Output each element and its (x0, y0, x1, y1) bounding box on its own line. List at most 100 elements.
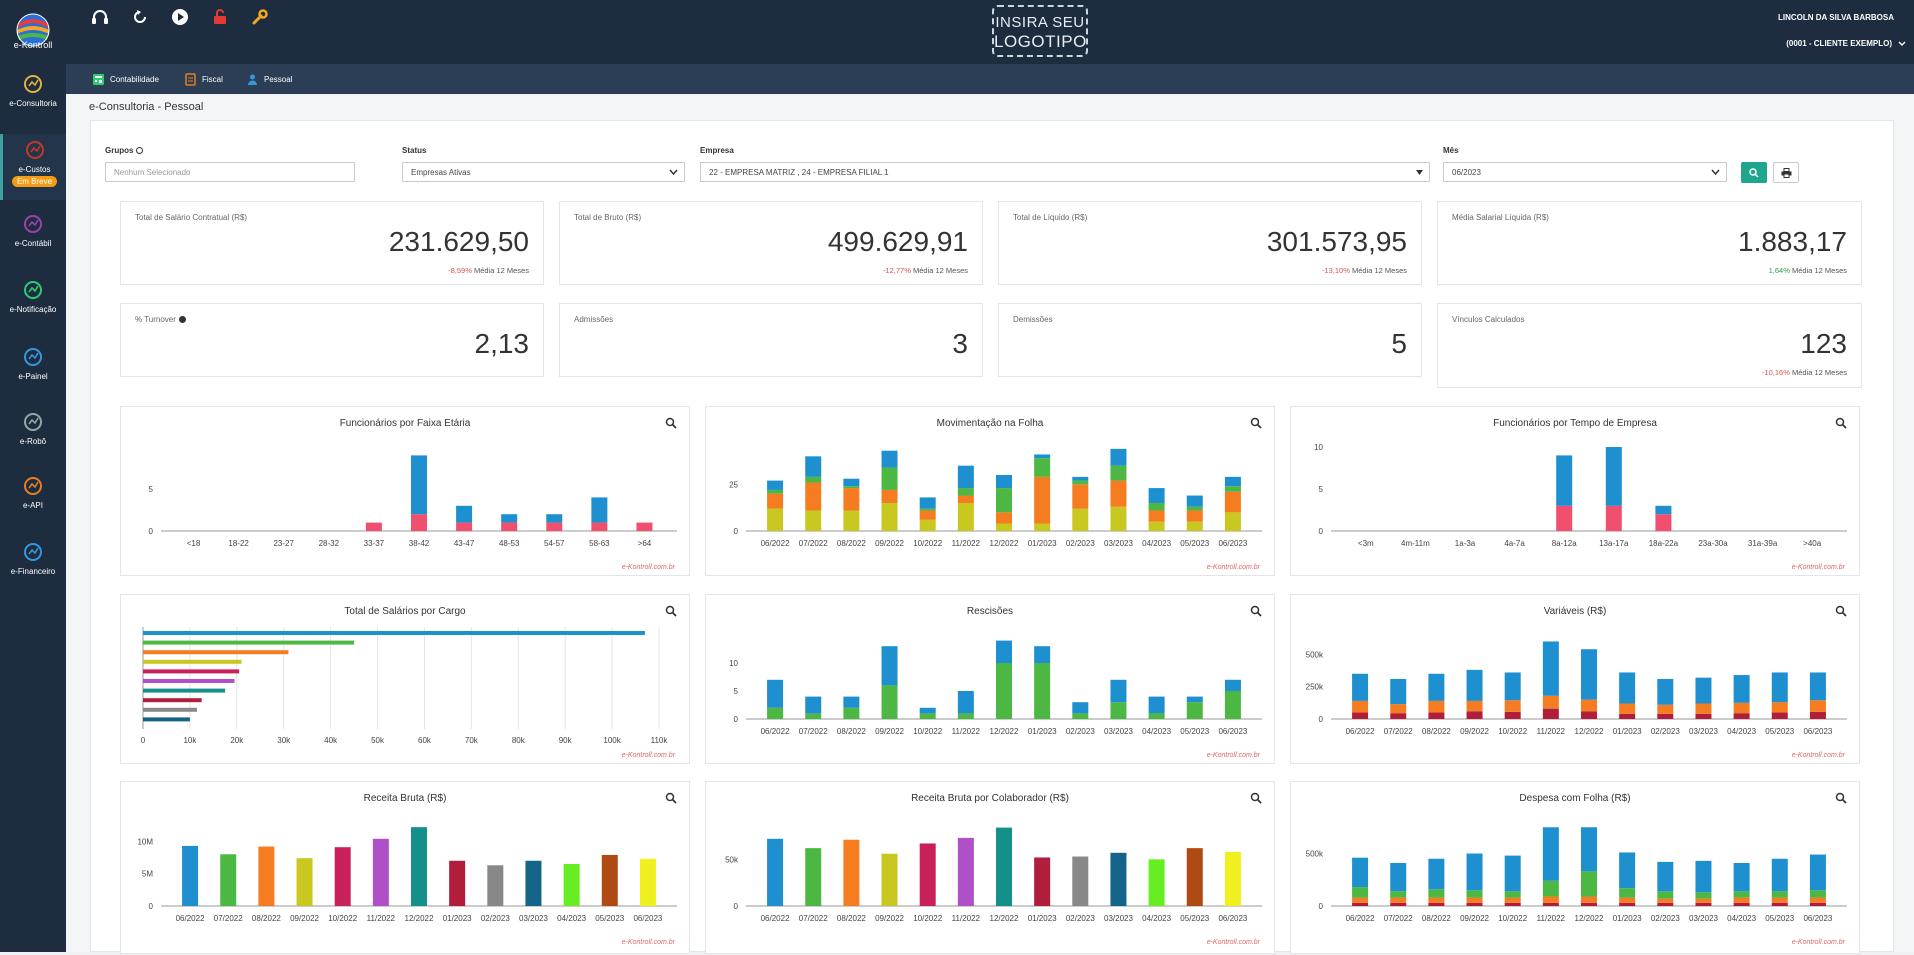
bar-segment[interactable] (1504, 711, 1521, 719)
empresa-select[interactable]: 22 - EMPRESA MATRIZ , 24 - EMPRESA FILIA… (700, 162, 1430, 182)
bar-segment[interactable] (1352, 857, 1369, 888)
bar-segment[interactable] (1466, 853, 1483, 891)
bar-segment[interactable] (1655, 514, 1672, 531)
bar-segment[interactable] (1428, 889, 1445, 898)
bar[interactable] (143, 631, 645, 635)
bar-segment[interactable] (881, 450, 898, 468)
bar-segment[interactable] (957, 495, 974, 503)
bar-segment[interactable] (1110, 679, 1127, 703)
bar-segment[interactable] (805, 476, 822, 483)
refresh-icon[interactable] (120, 6, 160, 28)
bar-segment[interactable] (1619, 902, 1636, 906)
bar-segment[interactable] (1809, 902, 1826, 906)
bar-segment[interactable] (1428, 902, 1445, 906)
bar-segment[interactable] (1224, 691, 1241, 719)
bar-segment[interactable] (456, 505, 473, 523)
bar[interactable] (143, 688, 226, 693)
bar[interactable] (143, 650, 289, 655)
bar[interactable] (182, 845, 199, 906)
bar-segment[interactable] (881, 646, 898, 686)
bar-segment[interactable] (1655, 505, 1672, 515)
client-selector[interactable]: (0001 - CLIENTE EXEMPLO) (1786, 39, 1906, 48)
zoom-icon[interactable] (1250, 605, 1262, 617)
bar-segment[interactable] (1148, 696, 1165, 714)
bar-segment[interactable] (1542, 708, 1559, 719)
bar[interactable] (449, 860, 466, 906)
bar-segment[interactable] (1034, 454, 1051, 459)
bar-segment[interactable] (957, 488, 974, 496)
bar-segment[interactable] (1428, 897, 1445, 903)
bar-segment[interactable] (1186, 506, 1203, 511)
bar-segment[interactable] (1224, 476, 1241, 487)
bar-segment[interactable] (1581, 649, 1597, 700)
sidebar-item-e-cont-bil[interactable]: e-Contábil (0, 212, 66, 248)
bar-segment[interactable] (1581, 699, 1597, 712)
bar-segment[interactable] (1619, 713, 1636, 719)
bar-segment[interactable] (1466, 902, 1483, 906)
status-select[interactable]: Empresas Ativas (402, 162, 685, 182)
bar-segment[interactable] (1695, 892, 1712, 899)
bar-segment[interactable] (1186, 521, 1203, 531)
zoom-icon[interactable] (665, 792, 677, 804)
bar-segment[interactable] (1809, 672, 1826, 701)
bar-segment[interactable] (1504, 855, 1521, 892)
bar-segment[interactable] (1466, 711, 1483, 719)
bar[interactable] (143, 679, 235, 683)
bar-segment[interactable] (1542, 880, 1559, 897)
bar-segment[interactable] (919, 519, 936, 531)
bar-segment[interactable] (1619, 852, 1636, 889)
bar-segment[interactable] (1504, 891, 1521, 898)
bar[interactable] (411, 827, 427, 906)
bar-segment[interactable] (1556, 455, 1573, 506)
bar-segment[interactable] (1733, 897, 1750, 903)
zoom-icon[interactable] (1835, 605, 1847, 617)
bar-segment[interactable] (996, 523, 1012, 531)
bar[interactable] (1186, 848, 1203, 906)
bar-segment[interactable] (501, 522, 518, 531)
bar-segment[interactable] (1581, 871, 1597, 897)
bar-segment[interactable] (1809, 854, 1826, 891)
bar-segment[interactable] (1110, 448, 1127, 466)
bar-segment[interactable] (996, 512, 1012, 524)
bar-segment[interactable] (1657, 902, 1674, 906)
bar[interactable] (919, 843, 936, 906)
bar[interactable] (334, 847, 351, 906)
bar[interactable] (487, 865, 504, 906)
bar-segment[interactable] (1733, 862, 1750, 892)
bar[interactable] (143, 698, 202, 703)
bar-segment[interactable] (1352, 887, 1369, 898)
tab-pessoal[interactable]: Pessoal (246, 73, 292, 86)
bar[interactable] (220, 854, 237, 906)
bar-segment[interactable] (1072, 484, 1089, 509)
lock-icon[interactable] (200, 6, 240, 28)
bar-segment[interactable] (1605, 447, 1622, 506)
bar-segment[interactable] (1695, 703, 1712, 714)
wrench-icon[interactable] (240, 6, 280, 28)
sidebar-item-e-painel[interactable]: e-Painel (0, 345, 66, 381)
bar-segment[interactable] (1034, 458, 1051, 477)
bar[interactable] (957, 837, 974, 906)
sidebar-item-e-notifica-o[interactable]: e-Notificação (0, 278, 66, 314)
bar-segment[interactable] (1695, 902, 1712, 906)
bar-segment[interactable] (1619, 672, 1636, 704)
bar-segment[interactable] (1110, 506, 1127, 531)
bar[interactable] (296, 858, 313, 906)
bar-segment[interactable] (843, 696, 860, 708)
bar-segment[interactable] (1619, 888, 1636, 898)
bar-segment[interactable] (1148, 521, 1165, 531)
bar-segment[interactable] (1504, 672, 1521, 701)
bar-segment[interactable] (919, 508, 936, 511)
zoom-icon[interactable] (665, 417, 677, 429)
bar-segment[interactable] (805, 482, 822, 511)
bar-segment[interactable] (1733, 902, 1750, 906)
bar-segment[interactable] (1186, 702, 1203, 719)
bar-segment[interactable] (1695, 713, 1712, 719)
bar[interactable] (843, 839, 860, 906)
bar-segment[interactable] (919, 510, 936, 520)
bar-segment[interactable] (1148, 488, 1165, 503)
bar-segment[interactable] (805, 510, 822, 531)
bar-segment[interactable] (1110, 465, 1127, 481)
bar-segment[interactable] (1352, 897, 1369, 903)
grupos-select[interactable]: Nenhum Selecionado (105, 162, 355, 182)
info-icon[interactable] (178, 316, 186, 324)
